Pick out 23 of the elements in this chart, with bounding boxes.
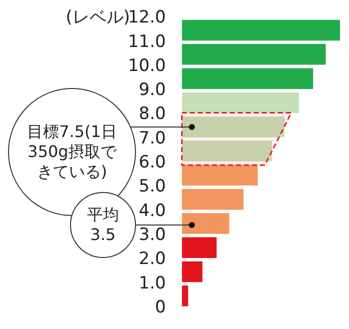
y-tick-label: 12.0: [128, 8, 166, 28]
y-tick-label: 1.0: [138, 273, 166, 294]
y-tick-label: 0: [155, 297, 166, 318]
y-tick-label: 9.0: [138, 80, 166, 100]
bar: [182, 237, 217, 258]
bar: [182, 213, 230, 234]
callout-circle: 平均3.5: [70, 192, 136, 258]
bar: [182, 286, 188, 306]
y-tick-label: 4.0: [138, 200, 166, 221]
y-tick-label: 7.0: [138, 128, 166, 148]
y-tick-label: 6.0: [138, 152, 166, 173]
y-tick-label: 8.0: [138, 104, 166, 124]
y-axis-title: (レベル): [66, 8, 130, 28]
y-tick-label: 5.0: [138, 176, 166, 197]
bar: [182, 261, 202, 282]
bar: [182, 20, 340, 41]
bar: [182, 188, 244, 210]
y-tick-label: 3.0: [138, 224, 166, 245]
y-tick-label: 10.0: [128, 56, 166, 76]
y-tick-label: 2.0: [138, 249, 166, 270]
bar: [182, 44, 326, 65]
y-tick-label: 11.0: [128, 32, 166, 52]
bar: [182, 68, 314, 89]
